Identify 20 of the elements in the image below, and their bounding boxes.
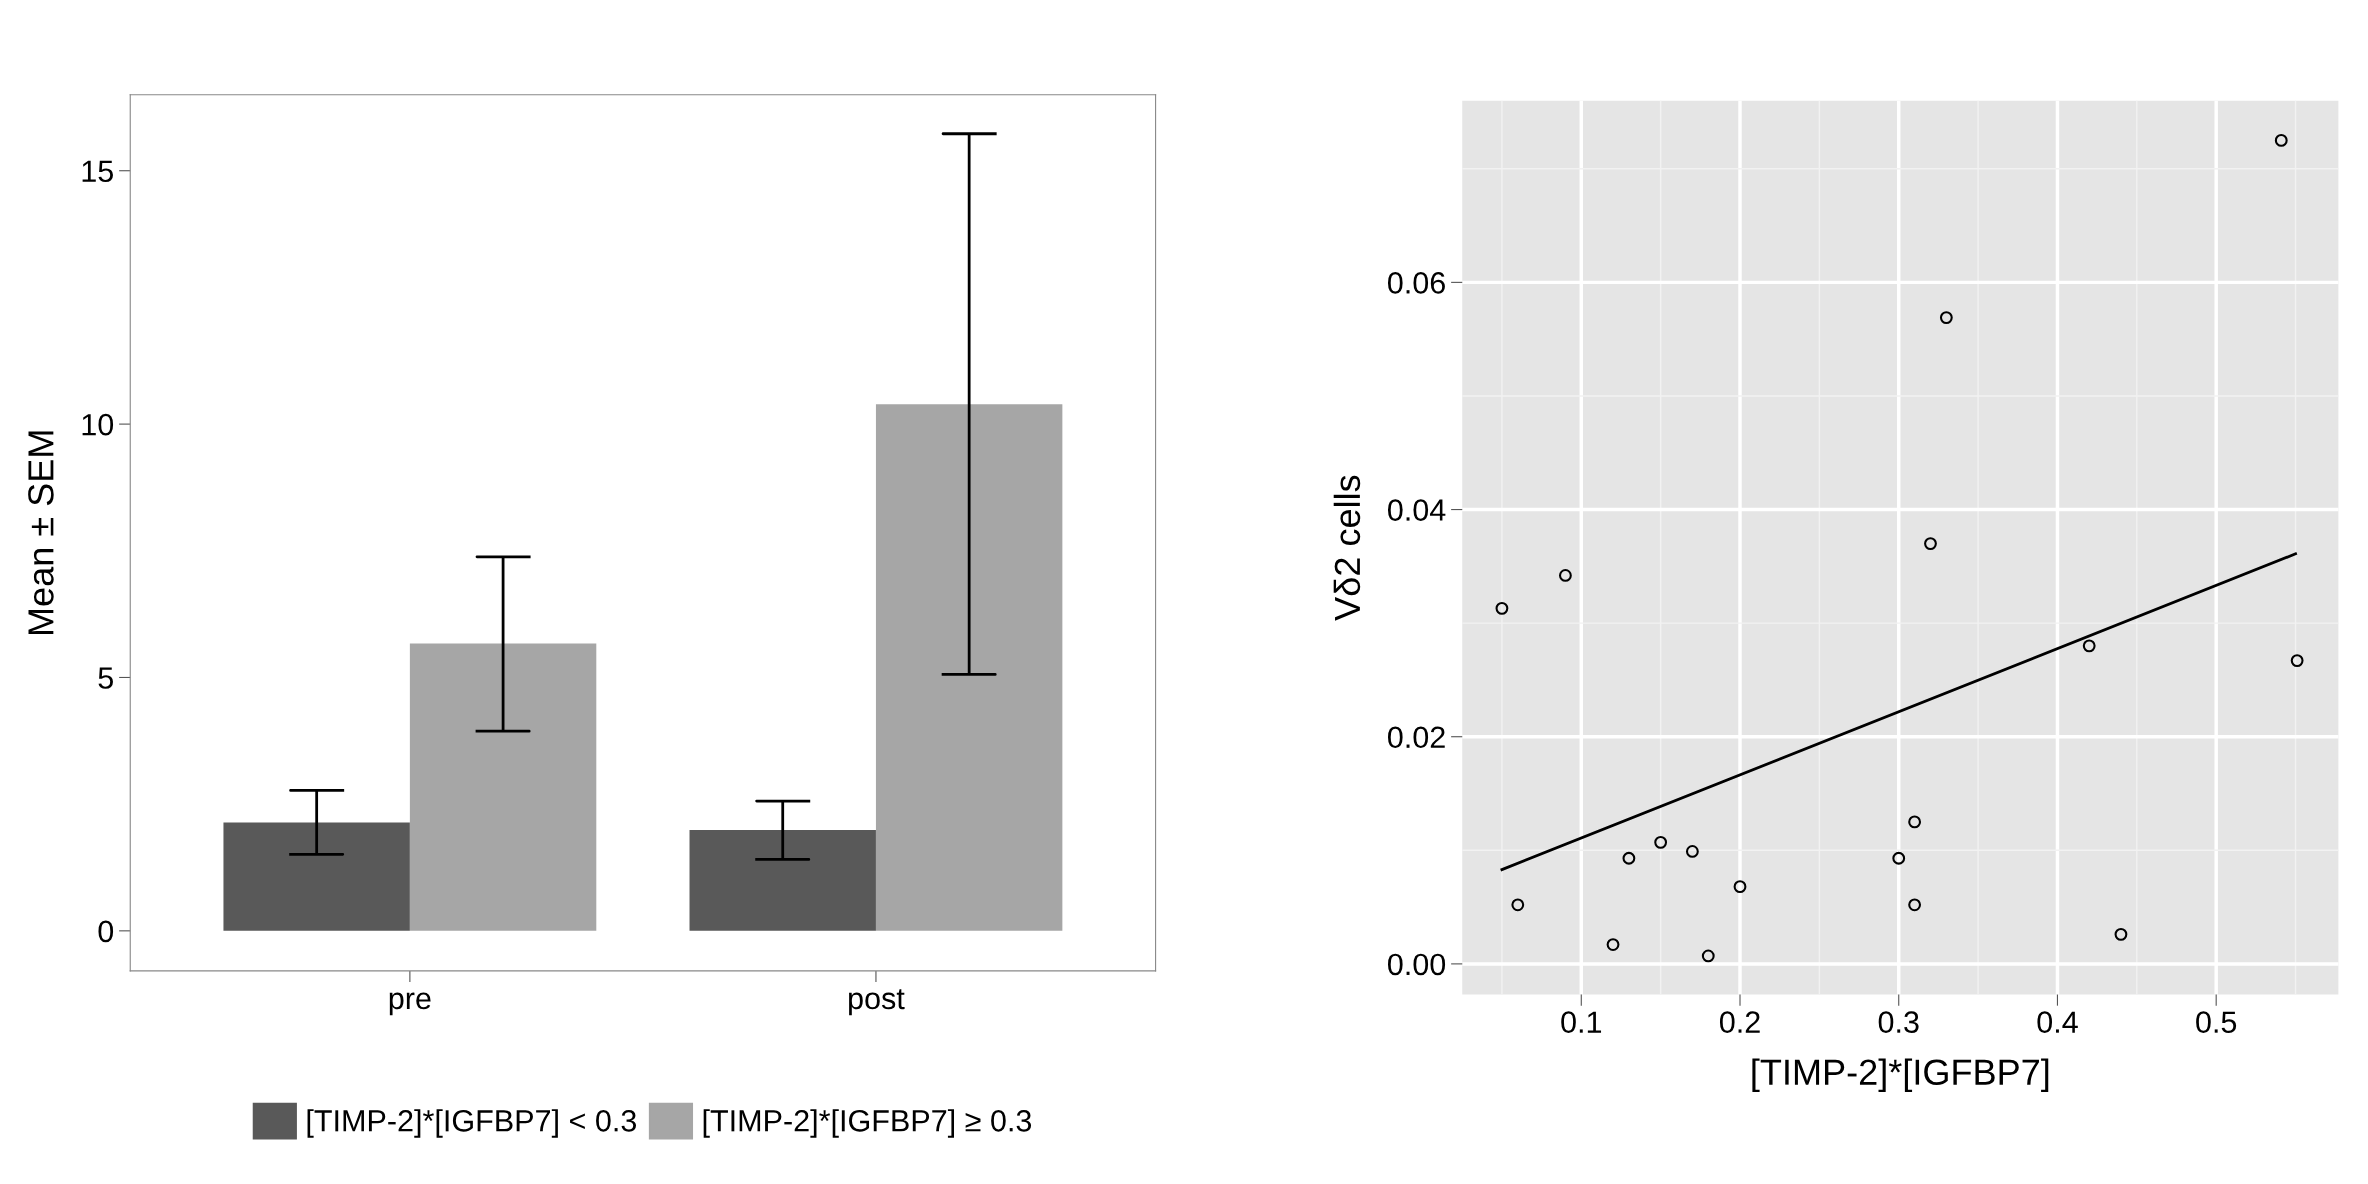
x-tick-label: pre xyxy=(389,992,431,1016)
x-tick-label: 0.5 xyxy=(2196,1011,2237,1033)
y-tick-label: 0 xyxy=(98,920,114,943)
y-tick-label: 0.06 xyxy=(1388,272,1445,294)
y-tick-label: 10 xyxy=(82,413,114,436)
x-tick-label: 0.2 xyxy=(1719,1011,1760,1033)
x-tick-label: 0.4 xyxy=(2037,1011,2078,1033)
x-tick-label: 0.3 xyxy=(1878,1011,1919,1033)
legend-label: [TIMP-2]*[IGFBP7] ≥ 0.3 xyxy=(703,1109,1032,1138)
x-axis-title: [TIMP-2]*[IGFBP7] xyxy=(1752,1058,2049,1093)
y-tick-label: 0.00 xyxy=(1388,953,1446,976)
legend-label: [TIMP-2]*[IGFBP7] < 0.3 xyxy=(307,1109,637,1138)
y-axis-title: Mean ± SEM xyxy=(28,431,54,635)
x-tick-label: 0.1 xyxy=(1561,1011,1602,1033)
y-tick-label: 5 xyxy=(98,667,113,689)
y-tick-label: 0.04 xyxy=(1388,499,1446,521)
x-tick-label: post xyxy=(849,989,905,1016)
y-axis-title: Vδ2 cells xyxy=(1333,475,1361,621)
y-tick-label: 0.02 xyxy=(1388,726,1445,749)
y-tick-label: 15 xyxy=(82,160,113,183)
